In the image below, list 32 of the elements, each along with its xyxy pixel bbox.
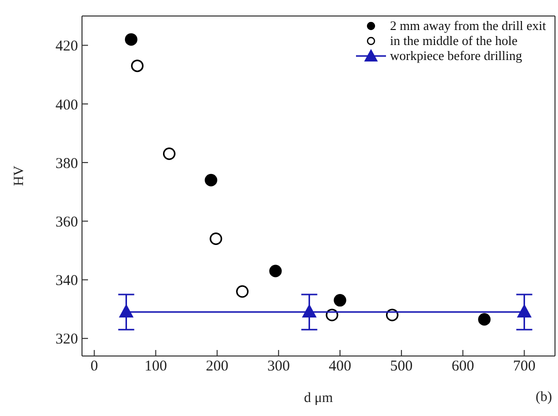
point (302, 304, 316, 318)
point (517, 304, 532, 318)
y-tick-label: 340 (56, 273, 78, 290)
point (119, 304, 134, 318)
point (204, 174, 218, 186)
x-tick-label: 600 (452, 358, 474, 375)
x-tick-label: 200 (206, 358, 228, 375)
point (334, 294, 346, 307)
x-tick-label: 300 (267, 358, 290, 375)
y-tick-label: 420 (56, 38, 78, 55)
x-tick-label: 0 (90, 358, 98, 375)
y-tick-label: 320 (56, 332, 78, 348)
x-tick-label: 700 (513, 358, 536, 375)
legend-label: workpiece before drilling (390, 48, 522, 63)
x-tick-label: 100 (144, 358, 167, 375)
point (131, 60, 144, 72)
x-axis-title: d μm (304, 391, 334, 406)
point (162, 148, 176, 160)
legend-label: 2 mm away from the drill exit (390, 18, 546, 33)
y-tick-label: 360 (56, 214, 78, 230)
point (210, 232, 222, 246)
x-tick-label: 500 (390, 358, 413, 375)
y-tick-label: 400 (56, 97, 78, 114)
x-tick-label: 400 (328, 358, 352, 375)
y-axis-title: HV (12, 166, 27, 186)
legend-label: in the middle of the hole (390, 33, 518, 48)
point (236, 285, 249, 298)
point (478, 313, 491, 326)
point (124, 33, 138, 46)
point (269, 264, 282, 278)
text: (b) (536, 390, 552, 406)
y-tick-label: 380 (56, 156, 78, 172)
